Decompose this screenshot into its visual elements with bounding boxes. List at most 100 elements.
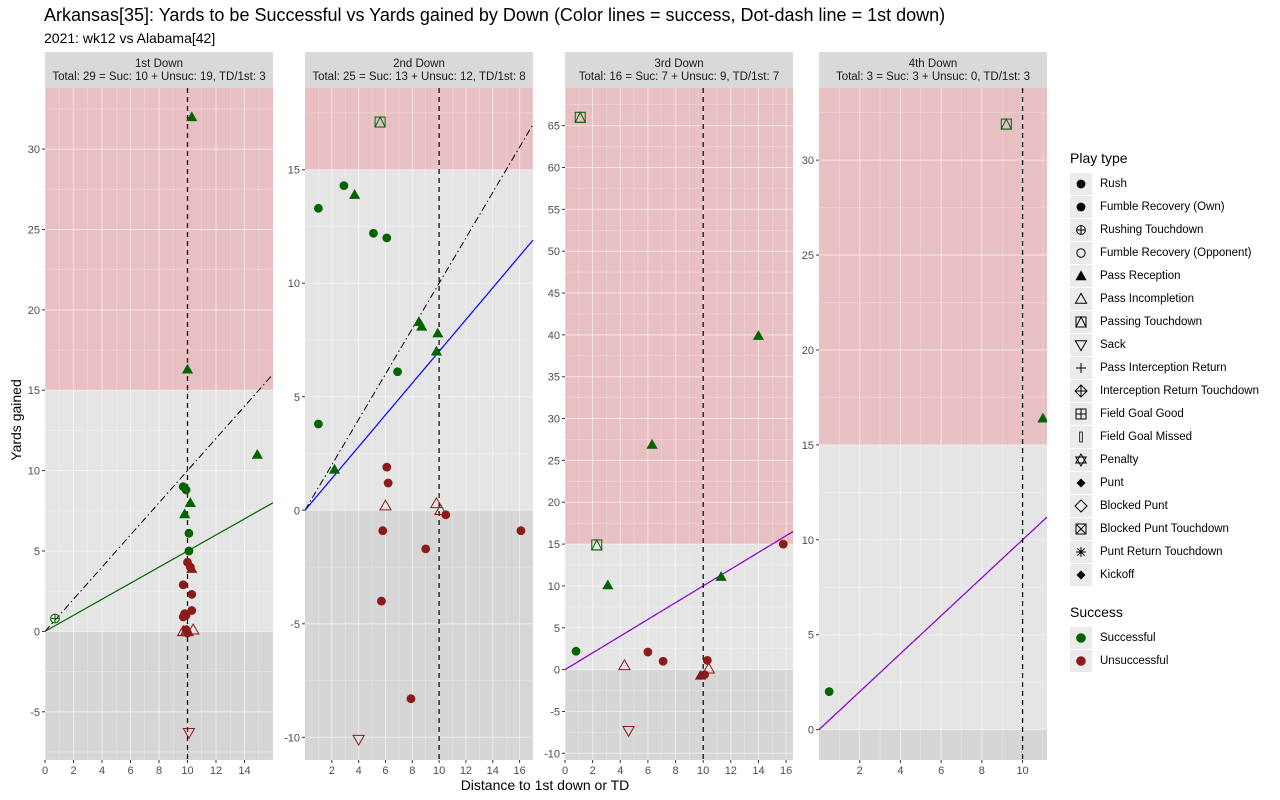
star-of-david-icon [1074, 452, 1088, 467]
marker-triangle [181, 363, 194, 374]
legend-key [1070, 379, 1092, 402]
strip-title: 1st Down [135, 58, 183, 70]
marker-circle [824, 687, 834, 697]
marker-circle [378, 526, 388, 536]
data-point [516, 526, 526, 536]
marker-circle [178, 580, 188, 590]
marker-circle [314, 419, 323, 429]
marker-circle [382, 462, 392, 472]
marker-triangle [181, 624, 194, 637]
legend-key [1070, 494, 1092, 517]
strip-title: 4th Down [909, 58, 958, 70]
legend-key-icon [1076, 224, 1086, 235]
legend-item-play-type: Punt Return Touchdown [1070, 540, 1275, 563]
legend-key [1070, 626, 1092, 649]
legend-key [1070, 425, 1092, 448]
legend-label: Pass Incompletion [1100, 292, 1194, 305]
marker-triangle [179, 508, 191, 519]
marker-circle [643, 647, 653, 657]
strip-title: 2nd Down [393, 58, 445, 70]
red-zone [565, 88, 793, 545]
x-tick-label: 12 [725, 765, 737, 777]
y-tick-label: 15 [288, 165, 300, 177]
legend-label: Sack [1100, 338, 1126, 351]
marker-triangle [1074, 291, 1088, 304]
legend-success-title: Success [1070, 604, 1123, 620]
marker-triangle [646, 438, 658, 449]
legend-item-play-type: Fumble Recovery (Own) [1070, 195, 1275, 218]
data-point [314, 203, 323, 213]
data-point [441, 510, 451, 520]
data-point [181, 624, 194, 637]
x-tick-label: 4 [897, 765, 903, 777]
legend-item-success: Unsuccessful [1070, 649, 1275, 672]
data-point [181, 363, 194, 374]
data-point [778, 539, 788, 549]
data-point [574, 111, 587, 123]
legend-item-play-type: Pass Reception [1070, 264, 1275, 287]
square-plus-icon [1075, 408, 1087, 419]
x-tick-label: 4 [617, 765, 623, 777]
marker-triangle [416, 320, 428, 331]
panel-body [305, 88, 533, 760]
data-point [602, 579, 614, 590]
legend-key-icon [1076, 247, 1086, 258]
marker-triangle [602, 579, 614, 590]
strip-background [305, 52, 533, 88]
diamond-plus-icon [1074, 383, 1088, 398]
legend-key-icon [1076, 202, 1086, 211]
filled-circle-icon [1076, 655, 1086, 666]
legend-label: Blocked Punt Touchdown [1100, 522, 1229, 535]
strip-summary: Total: 16 = Suc: 7 + Unsuc: 9, TD/1st: 7 [579, 71, 780, 83]
legend-item-play-type: Punt [1070, 471, 1275, 494]
legend-key-icon [1075, 315, 1087, 327]
legend-key-icon [1075, 269, 1087, 280]
legend-item-play-type: Rushing Touchdown [1070, 218, 1275, 241]
y-tick-label: -10 [544, 748, 560, 760]
marker-triangle [1075, 315, 1087, 327]
chart-title: Arkansas[35]: Yards to be Successful vs … [44, 5, 946, 25]
x-tick-label: 14 [487, 765, 499, 777]
marker-triangle [432, 327, 444, 338]
marker-triangle [429, 496, 443, 509]
x-tick-label: 16 [513, 765, 525, 777]
legend-key-icon [1074, 498, 1088, 513]
legend-label: Passing Touchdown [1100, 315, 1203, 328]
data-point [178, 580, 188, 590]
marker-circle [184, 546, 194, 556]
legend-label: Rushing Touchdown [1100, 223, 1204, 236]
x-tick-label: 4 [356, 765, 362, 777]
legend-key [1070, 287, 1092, 310]
marker-diamond [1074, 498, 1088, 513]
y-tick-label: 35 [548, 372, 560, 384]
marker-circle [178, 612, 188, 622]
data-point [382, 233, 392, 243]
data-point [571, 646, 581, 656]
legend-key [1070, 333, 1092, 356]
legend-key-icon [1076, 478, 1086, 487]
legend-key-icon [1075, 523, 1087, 534]
x-tick-label: 2 [590, 765, 596, 777]
x-tick-label: 8 [409, 765, 415, 777]
y-tick-label: 20 [28, 305, 40, 317]
marker-square [1075, 523, 1087, 534]
legend-label: Punt Return Touchdown [1100, 545, 1223, 558]
y-tick-label: -5 [550, 706, 560, 718]
strip-title: 3rd Down [654, 58, 703, 70]
marker-circle [187, 590, 197, 599]
success-line [305, 239, 533, 511]
marker-circle [1076, 202, 1086, 211]
y-tick-label: 25 [28, 224, 40, 236]
strip-summary: Total: 29 = Suc: 10 + Unsuc: 19, TD/1st:… [52, 71, 265, 83]
y-tick-label: 10 [548, 581, 560, 593]
y-tick-label: 30 [548, 414, 560, 426]
y-axis-label: Yards gained [8, 379, 24, 461]
data-point [1000, 117, 1013, 130]
filled-circle-icon [1076, 202, 1086, 211]
filled-triangle-icon [1075, 269, 1087, 280]
legend-key [1070, 471, 1092, 494]
legend-label: Fumble Recovery (Own) [1100, 200, 1225, 213]
